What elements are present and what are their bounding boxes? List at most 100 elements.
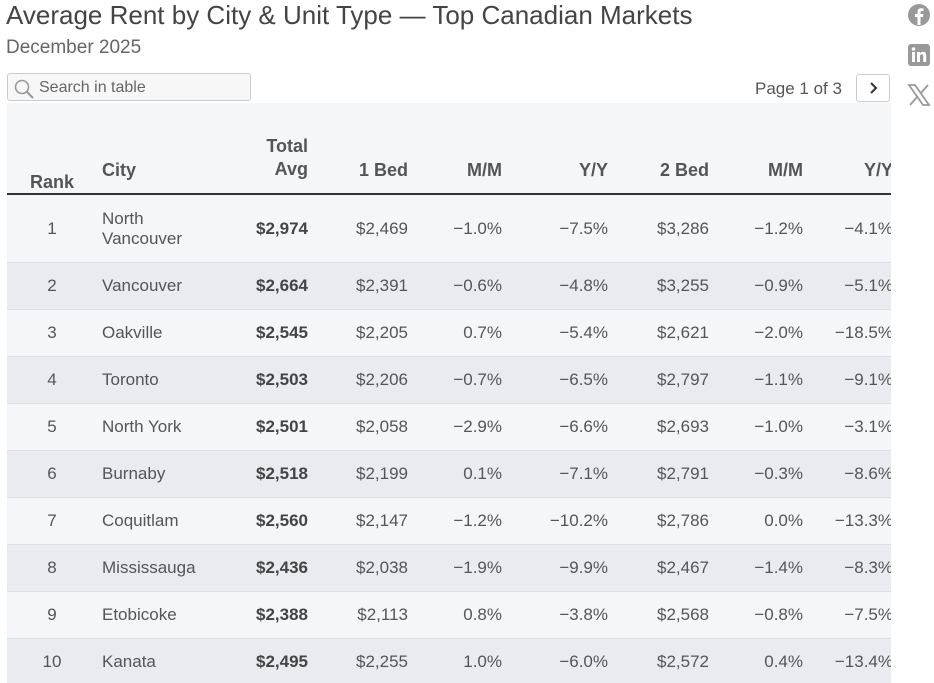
- chevron: [870, 82, 878, 94]
- table-cell: 3: [7, 309, 97, 357]
- table-cell: Vancouver: [97, 262, 227, 310]
- table-cell: 1.0%: [418, 638, 512, 683]
- table-cell: $2,503: [227, 356, 318, 404]
- table-cell: 7: [7, 497, 97, 545]
- table-cell: Etobicoke: [97, 591, 227, 639]
- table-cell: −7.5%: [813, 591, 891, 639]
- table-cell: $2,621: [618, 309, 719, 357]
- table-cell: −1.2%: [719, 194, 813, 263]
- table-cell: $2,664: [227, 262, 318, 310]
- table-cell: $2,436: [227, 544, 318, 592]
- table-cell: $2,255: [318, 638, 418, 683]
- table-cell: 5: [7, 403, 97, 451]
- table-cell: 4: [7, 356, 97, 404]
- column-header-text: Y/Y: [578, 160, 608, 180]
- table-cell: −7.1%: [512, 450, 618, 498]
- table-cell: −2.9%: [418, 403, 512, 451]
- table-cell: −6.6%: [512, 403, 618, 451]
- table-cell: 0.1%: [418, 450, 512, 498]
- table-cell: Burnaby: [97, 450, 227, 498]
- table-cell: $2,974: [227, 194, 318, 263]
- table-row: 3 Oakville $2,545 $2,205 0.7% −5.4% $2,621 −2.0…: [7, 309, 891, 357]
- table-cell: −1.0%: [418, 194, 512, 263]
- column-header: 1 Bed: [318, 103, 418, 195]
- search-placeholder: Search in table: [39, 79, 146, 96]
- table-cell: −0.6%: [418, 262, 512, 310]
- table-cell: Toronto: [97, 356, 227, 404]
- search-box[interactable]: Search in table: [7, 73, 251, 101]
- column-header: Y/Y: [813, 103, 891, 195]
- header-row: Rank City Total Avg 1 Bed M/M Y/Y 2 Bed M/M Y/Y: [7, 103, 891, 195]
- table-cell: $2,388: [227, 591, 318, 639]
- table-cell: 0.0%: [719, 497, 813, 545]
- column-header: M/M: [719, 103, 813, 195]
- column-header: M/M: [418, 103, 512, 195]
- table-row: 4 Toronto $2,503 $2,206 −0.7% −6.5% $2,797 −1.1…: [7, 356, 891, 404]
- table-cell: $2,572: [618, 638, 719, 683]
- rent-table: Rank City Total Avg 1 Bed M/M Y/Y 2 Bed M/M Y/Y …: [7, 103, 891, 683]
- column-header-text: Rank: [29, 172, 74, 192]
- column-header-text: City: [102, 160, 137, 180]
- table-cell: −18.5%: [813, 309, 891, 357]
- table-row: 1 North Vancouver $2,974 $2,469 −1.0% −7.5% $3…: [7, 194, 891, 263]
- subtitle: December 2025: [6, 37, 142, 58]
- table-cell: −1.4%: [719, 544, 813, 592]
- table-row: 6 Burnaby $2,518 $2,199 0.1% −7.1% $2,791 −0.3%…: [7, 450, 891, 498]
- table-cell: −0.8%: [719, 591, 813, 639]
- table-cell: $2,495: [227, 638, 318, 683]
- table-cell: −2.0%: [719, 309, 813, 357]
- table-cell: −1.1%: [719, 356, 813, 404]
- table-cell: −8.6%: [813, 450, 891, 498]
- column-header: 2 Bed: [618, 103, 719, 195]
- title: Average Rent by City & Unit Type — Top C…: [6, 0, 693, 30]
- table-cell: −10.2%: [512, 497, 618, 545]
- table-cell: 10: [7, 638, 97, 683]
- table-cell: 9: [7, 591, 97, 639]
- table-cell: $2,797: [618, 356, 719, 404]
- table-cell: $2,467: [618, 544, 719, 592]
- table-cell: $3,286: [618, 194, 719, 263]
- table-cell: $2,545: [227, 309, 318, 357]
- table-cell: Oakville: [97, 309, 227, 357]
- table-cell: −9.1%: [813, 356, 891, 404]
- facebook-icon[interactable]: [907, 3, 931, 27]
- table-row: 8 Mississauga $2,436 $2,038 −1.9% −9.9% $2,467…: [7, 544, 891, 592]
- table-cell: North Vancouver: [97, 194, 227, 263]
- table-row: 5 North York $2,501 $2,058 −2.9% −6.6% $2,693−…: [7, 403, 891, 451]
- table-container: Rank City Total Avg 1 Bed M/M Y/Y 2 Bed M/M Y/Y …: [7, 103, 891, 683]
- table-cell: −5.4%: [512, 309, 618, 357]
- column-header: Total Avg: [227, 103, 318, 195]
- table-cell: −4.8%: [512, 262, 618, 310]
- table-row: 9 Etobicoke $2,388 $2,113 0.8% −3.8% $2,568 −0.…: [7, 591, 891, 639]
- table-cell: Coquitlam: [97, 497, 227, 545]
- table-cell: −5.1%: [813, 262, 891, 310]
- linkedin-icon[interactable]: [907, 43, 931, 67]
- table-body: 1 North Vancouver $2,974 $2,469 −1.0% −7.5% $3…: [7, 194, 891, 683]
- column-header-text: 1 Bed: [358, 160, 408, 180]
- table-cell: $2,518: [227, 450, 318, 498]
- table-cell: −3.8%: [512, 591, 618, 639]
- table-cell: $3,255: [618, 262, 719, 310]
- table-cell: 8: [7, 544, 97, 592]
- table-cell: $2,469: [318, 194, 418, 263]
- table-cell: −8.3%: [813, 544, 891, 592]
- table-cell: −3.1%: [813, 403, 891, 451]
- table-cell: North York: [97, 403, 227, 451]
- table-cell: $2,113: [318, 591, 418, 639]
- table-cell: −0.7%: [418, 356, 512, 404]
- x-icon[interactable]: [907, 83, 931, 107]
- table-cell: Kanata: [97, 638, 227, 683]
- table-cell: 0.4%: [719, 638, 813, 683]
- table-cell: $2,568: [618, 591, 719, 639]
- table-cell: $2,206: [318, 356, 418, 404]
- table-cell: −0.9%: [719, 262, 813, 310]
- next-page-button[interactable]: [856, 74, 890, 102]
- search-icon: [14, 79, 34, 99]
- table-cell: $2,791: [618, 450, 719, 498]
- table-cell: $2,501: [227, 403, 318, 451]
- column-header-text: Total Avg: [266, 136, 308, 179]
- table-cell: −6.5%: [512, 356, 618, 404]
- table-cell: −6.0%: [512, 638, 618, 683]
- table-cell: 1: [7, 194, 97, 263]
- table-cell: −1.9%: [418, 544, 512, 592]
